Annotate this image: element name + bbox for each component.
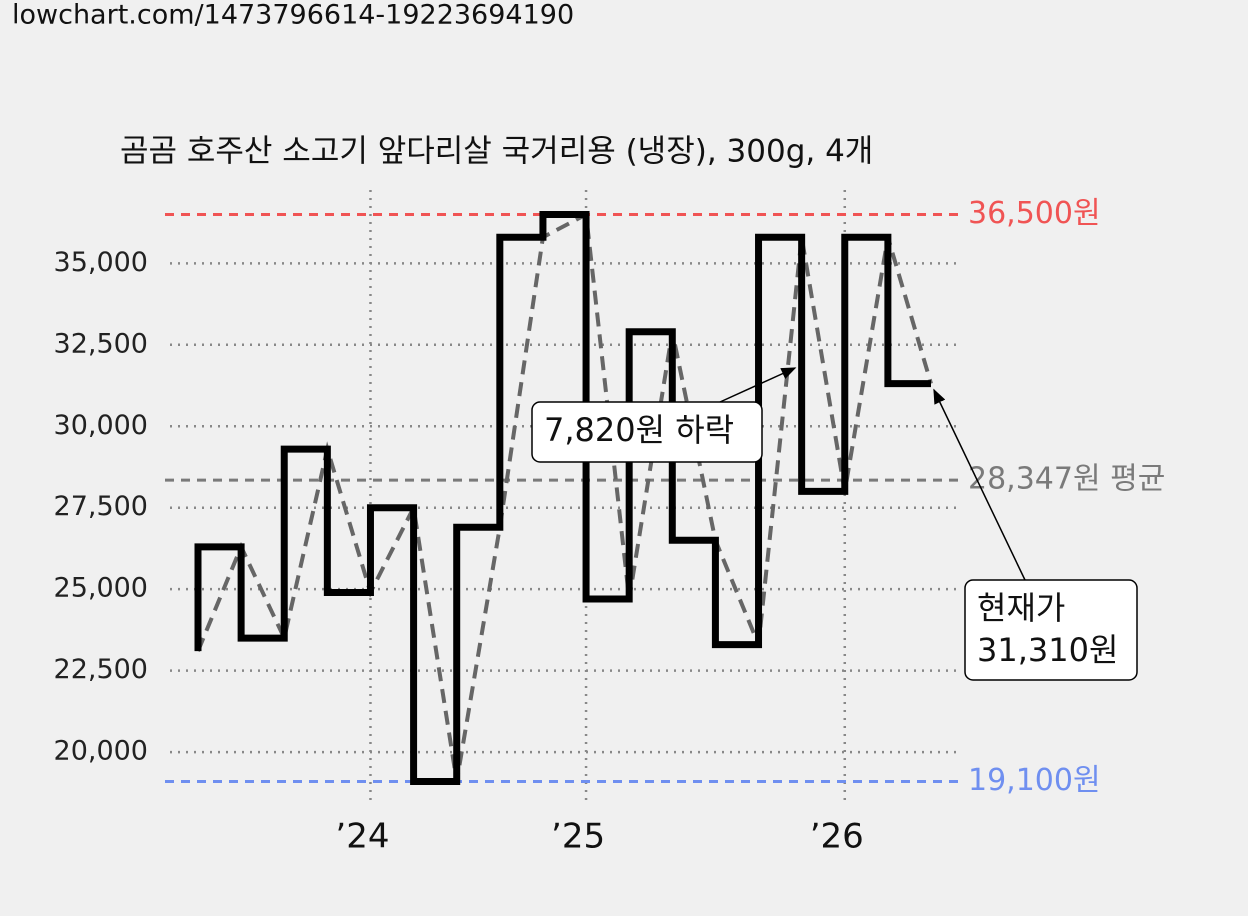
annotation-box bbox=[964, 579, 1138, 681]
source-url: lowchart.com/1473796614-19223694190 bbox=[12, 0, 574, 31]
reference-label: 19,100원 bbox=[968, 763, 1101, 798]
annotation-arrow bbox=[933, 388, 1026, 581]
step-line bbox=[194, 210, 931, 785]
y-tick-label: 25,000 bbox=[54, 573, 148, 604]
annotation-arrow bbox=[719, 367, 797, 403]
price-line bbox=[196, 211, 933, 782]
y-tick-label: 22,500 bbox=[54, 654, 148, 685]
annotation-text: 31,310원 bbox=[977, 631, 1118, 669]
chart-title: 곰곰 호주산 소고기 앞다리살 국거리용 (냉장), 300g, 4개 bbox=[120, 134, 873, 170]
x-tick-label: ’26 bbox=[810, 817, 864, 857]
x-tick-label: ’24 bbox=[335, 817, 389, 857]
annotation-text: 7,820원 하락 bbox=[544, 411, 734, 449]
y-tick-label: 20,000 bbox=[54, 736, 148, 767]
y-tick-label: 27,500 bbox=[54, 491, 148, 522]
y-tick-label: 35,000 bbox=[54, 247, 148, 278]
annotation-box bbox=[531, 401, 763, 463]
annotation-text: 현재가 bbox=[977, 589, 1065, 627]
y-tick-label: 30,000 bbox=[54, 410, 148, 441]
reference-label: 36,500원 bbox=[968, 196, 1101, 231]
y-tick-label: 32,500 bbox=[54, 328, 148, 359]
reference-label: 28,347원 평균 bbox=[968, 462, 1165, 497]
x-tick-label: ’25 bbox=[551, 817, 605, 857]
